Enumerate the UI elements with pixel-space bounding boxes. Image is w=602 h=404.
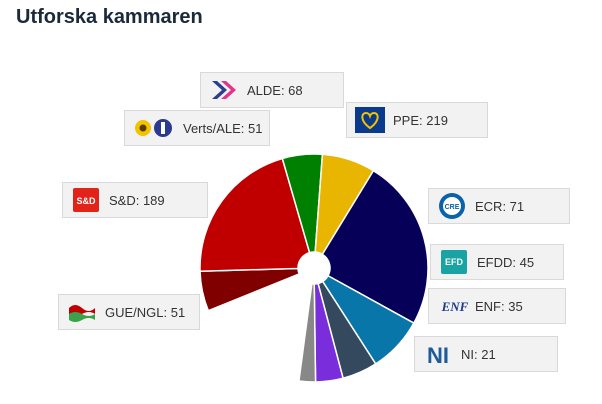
legend-verts-ale[interactable]: Verts/ALE: 51 xyxy=(124,110,270,146)
legend-label: ENF: 35 xyxy=(475,298,523,314)
legend-gue-ngl[interactable]: GUE/NGL: 51 xyxy=(58,294,200,330)
legend-alde[interactable]: ALDE: 68 xyxy=(200,72,344,108)
legend-label: NI: 21 xyxy=(461,346,496,362)
alde-chevrons-icon xyxy=(209,76,239,104)
hemicycle-center-hole xyxy=(298,252,330,284)
page-title: Utforska kammaren xyxy=(16,6,203,28)
ni-logo-icon: NI xyxy=(423,340,453,368)
legend-ni[interactable]: NI NI: 21 xyxy=(414,336,558,372)
svg-text:ENF: ENF xyxy=(441,299,469,314)
legend-ecr[interactable]: CRE ECR: 71 xyxy=(428,188,570,224)
legend-enf[interactable]: ENF ENF: 35 xyxy=(428,288,566,324)
legend-sd[interactable]: S&D S&D: 189 xyxy=(62,182,208,218)
legend-label: Verts/ALE: 51 xyxy=(183,120,263,136)
legend-label: EFDD: 45 xyxy=(477,254,535,270)
legend-label: S&D: 189 xyxy=(109,192,165,208)
svg-text:CRE: CRE xyxy=(445,204,460,211)
legend-efdd[interactable]: EFD EFDD: 45 xyxy=(430,244,564,280)
enf-logo-icon: ENF xyxy=(437,292,473,320)
legend-label: GUE/NGL: 51 xyxy=(105,304,186,320)
svg-text:NI: NI xyxy=(427,343,449,367)
slice-s-d[interactable] xyxy=(199,157,311,273)
legend-ppe[interactable]: PPE: 219 xyxy=(346,102,488,138)
greens-sunflower-icon xyxy=(133,114,175,142)
gue-ngl-flag-icon xyxy=(67,298,97,326)
efdd-logo-icon: EFD xyxy=(439,248,469,276)
legend-label: ECR: 71 xyxy=(475,198,525,214)
svg-text:EFD: EFD xyxy=(445,257,464,267)
ecr-logo-icon: CRE xyxy=(437,192,467,220)
svg-text:S&D: S&D xyxy=(76,196,96,206)
sd-logo-icon: S&D xyxy=(71,186,101,214)
legend-label: PPE: 219 xyxy=(393,112,448,128)
epp-heart-icon xyxy=(355,106,385,134)
legend-label: ALDE: 68 xyxy=(247,82,303,98)
